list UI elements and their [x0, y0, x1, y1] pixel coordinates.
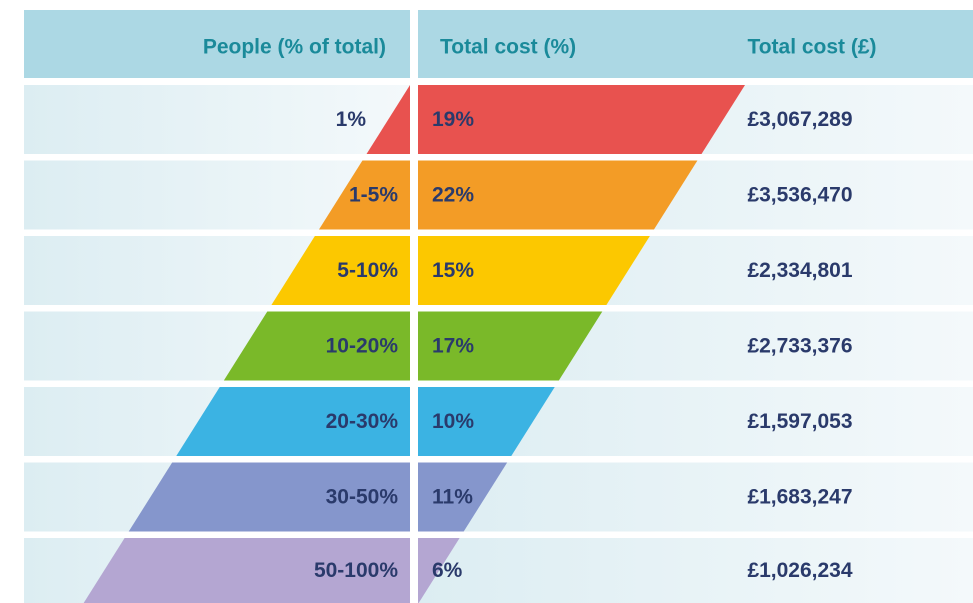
people: 20-30%: [326, 410, 399, 433]
people: 5-10%: [337, 259, 398, 282]
cost-pct: 6%: [432, 559, 463, 582]
cost-gbp: £2,733,376: [747, 335, 852, 358]
rows: 1% 19% £3,067,289 1-5% 22% £3,536,470 5-10% 15%…: [24, 85, 973, 603]
row-bg: [418, 538, 973, 603]
header-text: Total cost (£): [747, 36, 876, 59]
header-cell: [24, 10, 410, 78]
gap: [410, 462, 418, 532]
header-text: People (% of total): [203, 36, 386, 59]
cost-pct: 11%: [432, 486, 473, 509]
gap: [410, 160, 418, 230]
row-bg: [418, 462, 973, 532]
cost-gbp: £3,536,470: [747, 184, 852, 207]
gap: [410, 311, 418, 381]
band: [83, 538, 460, 603]
cost-pct: 22%: [432, 184, 474, 207]
cost-pct: 19%: [432, 108, 474, 131]
cost-pct: 10%: [432, 410, 474, 433]
cost-pct: 17%: [432, 335, 474, 358]
gap: [410, 85, 418, 154]
people: 10-20%: [326, 335, 399, 358]
cost-pct: 15%: [432, 259, 474, 282]
band: [366, 85, 745, 154]
gap: [410, 236, 418, 305]
cost-gbp: £1,026,234: [747, 559, 852, 582]
header-text: Total cost (%): [440, 36, 576, 59]
cost-gbp: £1,683,247: [747, 486, 852, 509]
cost-gbp: £2,334,801: [747, 259, 852, 282]
cost-gbp: £3,067,289: [747, 108, 852, 131]
row-bg: [24, 85, 410, 154]
people: 1-5%: [349, 184, 398, 207]
people: 30-50%: [326, 486, 399, 509]
people: 50-100%: [314, 559, 398, 582]
band: [176, 387, 555, 456]
header-cell: [418, 10, 973, 78]
cost-gbp: £1,597,053: [747, 410, 852, 433]
gap: [410, 538, 418, 603]
people: 1%: [336, 108, 367, 131]
gap: [410, 387, 418, 456]
band: [271, 236, 650, 305]
